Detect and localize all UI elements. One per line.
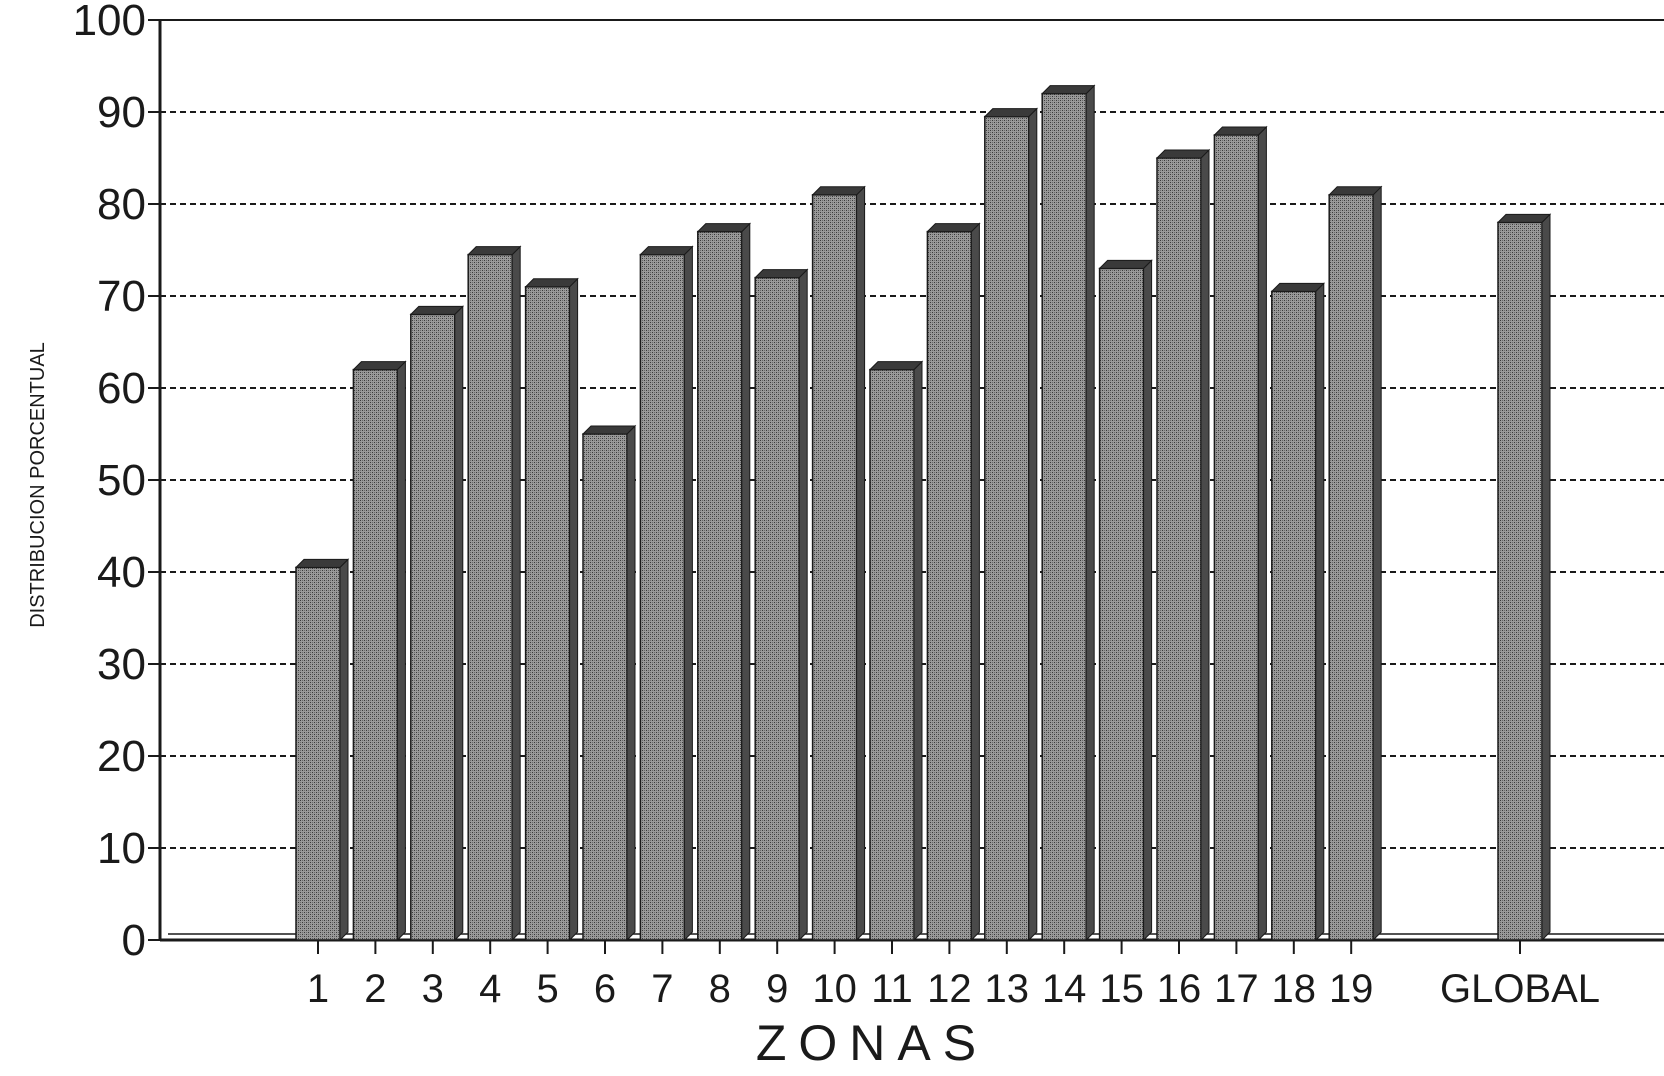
bar — [753, 268, 809, 942]
x-tick-label: 3 — [422, 967, 444, 1011]
bar — [352, 360, 407, 942]
bar — [1270, 282, 1326, 942]
bar — [1327, 185, 1383, 942]
x-tick-label: 2 — [364, 967, 386, 1011]
x-tick-label: 14 — [1042, 967, 1087, 1011]
bar — [524, 277, 579, 942]
x-tick-label: 18 — [1272, 967, 1317, 1011]
bar — [983, 107, 1039, 942]
x-tick-label: 13 — [985, 967, 1030, 1011]
bar — [466, 245, 522, 942]
x-tick-label: 7 — [651, 967, 673, 1011]
y-tick-label: 50 — [97, 456, 146, 505]
bar — [1155, 148, 1211, 942]
y-tick-label: 20 — [97, 732, 146, 781]
y-tick-label: 0 — [122, 916, 146, 965]
y-tick-labels: 0 10 20 30 40 50 60 70 80 90 100 — [73, 0, 146, 965]
y-tick-label: 40 — [97, 548, 146, 597]
x-tick-labels: 1 2 3 4 5 6 7 8 9 10 11 12 13 14 15 16 17 18 19 GLOBAL — [307, 967, 1600, 1011]
bar — [811, 185, 866, 942]
x-tick-label: GLOBAL — [1440, 967, 1600, 1011]
y-tick-label: 100 — [73, 0, 146, 45]
bar — [1040, 84, 1096, 942]
x-tick-label: 16 — [1157, 967, 1202, 1011]
x-tick-label: 8 — [709, 967, 731, 1011]
bar — [696, 222, 752, 942]
y-tick-label: 10 — [97, 824, 146, 873]
y-axis-label: DISTRIBUCION PORCENTUAL — [27, 342, 49, 628]
x-tick-label: 4 — [479, 967, 501, 1011]
x-tick-label: 10 — [812, 967, 857, 1011]
bar — [409, 305, 465, 942]
x-tick-label: 12 — [927, 967, 972, 1011]
x-tick-label: 5 — [536, 967, 558, 1011]
y-tick-label: 90 — [97, 88, 146, 137]
bar — [639, 245, 694, 942]
bar — [868, 360, 924, 942]
y-tick-label: 70 — [97, 272, 146, 321]
bar — [1213, 125, 1268, 942]
bars — [294, 84, 1552, 942]
x-tick-label: 19 — [1329, 967, 1374, 1011]
bar — [926, 222, 981, 942]
bar — [1098, 259, 1153, 942]
y-tick-label: 80 — [97, 180, 146, 229]
x-tick-label: 6 — [594, 967, 616, 1011]
y-tick-label: 30 — [97, 640, 146, 689]
y-tick-label: 60 — [97, 364, 146, 413]
x-tick-label: 17 — [1214, 967, 1259, 1011]
x-tick-label: 9 — [766, 967, 788, 1011]
x-tick-label: 15 — [1099, 967, 1144, 1011]
bar — [581, 424, 637, 942]
x-tick-label: 11 — [871, 967, 913, 1011]
bar — [294, 558, 350, 942]
x-axis-label: ZONAS — [756, 1015, 988, 1071]
bar — [1496, 213, 1552, 942]
x-tick-label: 1 — [307, 967, 329, 1011]
